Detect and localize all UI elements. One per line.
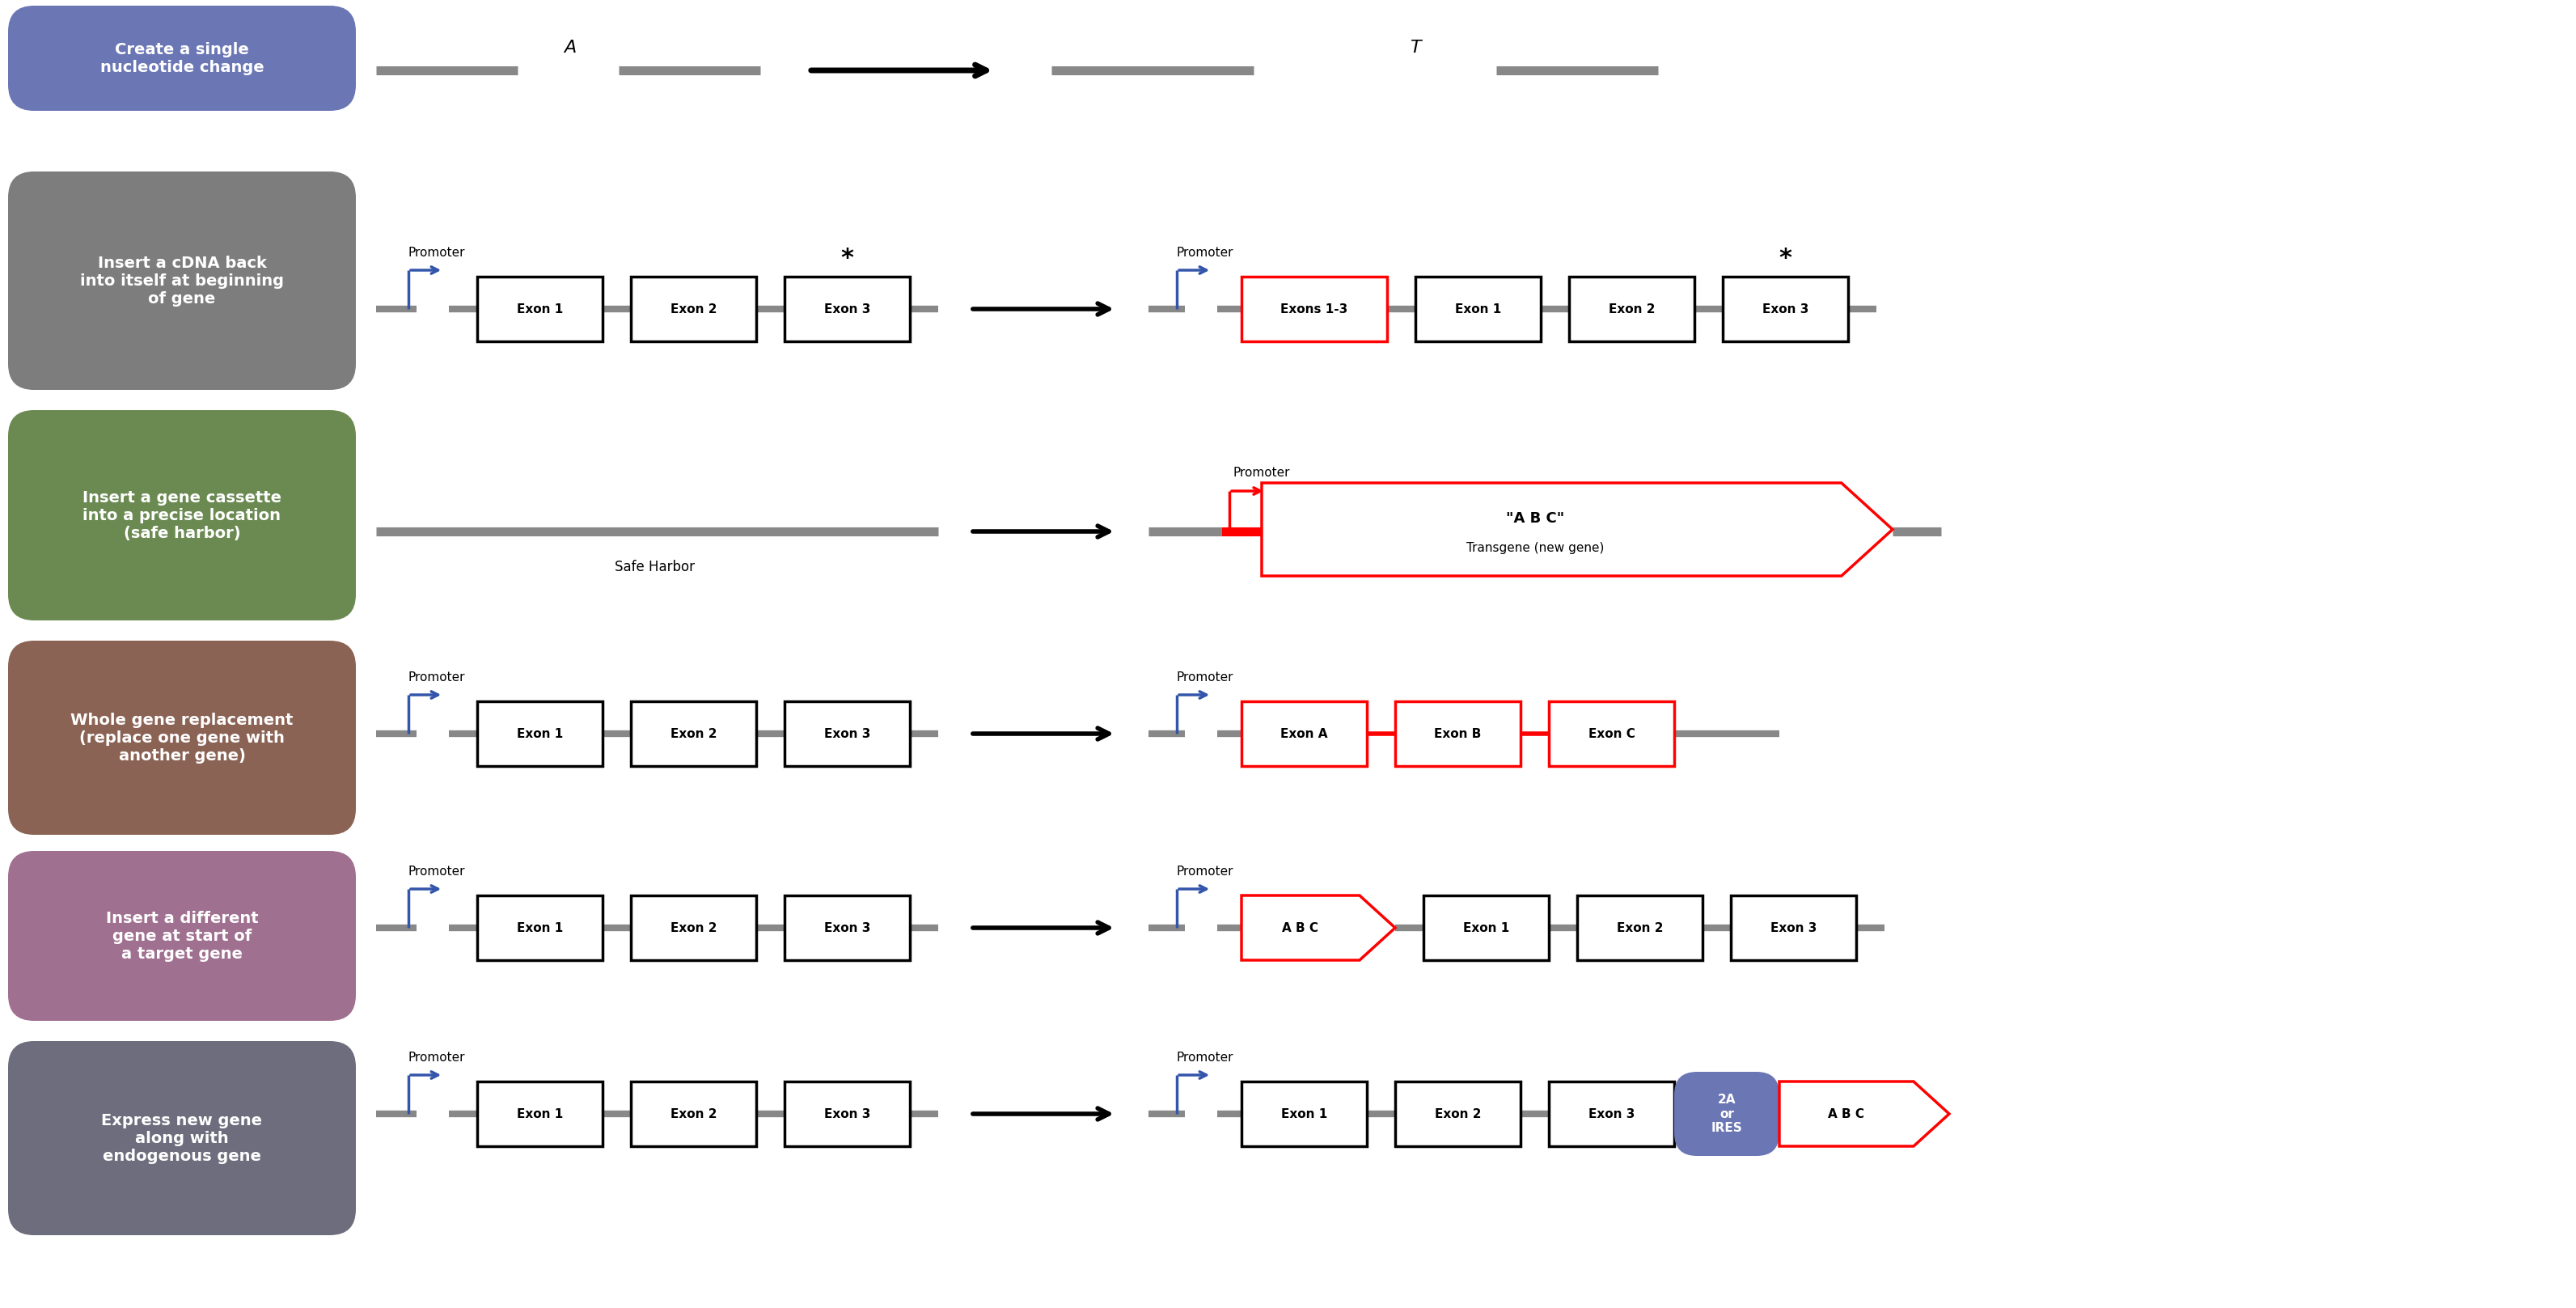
FancyBboxPatch shape: [8, 852, 355, 1020]
Bar: [631, 1082, 757, 1146]
Text: Transgene (new gene): Transgene (new gene): [1466, 542, 1605, 555]
Text: Exon 1: Exon 1: [518, 1108, 564, 1120]
Bar: [1548, 701, 1674, 766]
Text: Express new gene
along with
endogenous gene: Express new gene along with endogenous g…: [100, 1113, 263, 1164]
Bar: [1396, 701, 1520, 766]
Text: Exon 2: Exon 2: [1607, 303, 1654, 315]
Text: Insert a gene cassette
into a precise location
(safe harbor): Insert a gene cassette into a precise lo…: [82, 489, 281, 540]
Text: A B C: A B C: [1283, 922, 1319, 934]
Bar: [786, 277, 909, 341]
Text: Exon B: Exon B: [1435, 727, 1481, 740]
Text: Promoter: Promoter: [410, 671, 466, 684]
Bar: [1569, 277, 1695, 341]
Text: A B C: A B C: [1829, 1108, 1865, 1120]
Bar: [477, 896, 603, 960]
Bar: [1414, 277, 1540, 341]
FancyBboxPatch shape: [8, 171, 355, 390]
Bar: [1396, 1082, 1520, 1146]
Text: Whole gene replacement
(replace one gene with
another gene): Whole gene replacement (replace one gene…: [70, 713, 294, 763]
Polygon shape: [1262, 483, 1893, 576]
Bar: [1242, 701, 1368, 766]
Text: Exon 2: Exon 2: [670, 1108, 716, 1120]
Bar: [631, 896, 757, 960]
Text: Promoter: Promoter: [1177, 1052, 1234, 1063]
Bar: [1242, 1082, 1368, 1146]
Text: "A B C": "A B C": [1507, 511, 1564, 526]
Text: Exon 2: Exon 2: [670, 922, 716, 934]
Text: Promoter: Promoter: [410, 1052, 466, 1063]
Text: T: T: [1409, 39, 1422, 56]
Text: Create a single
nucleotide change: Create a single nucleotide change: [100, 42, 263, 75]
Text: Promoter: Promoter: [1177, 866, 1234, 878]
Text: Exon 1: Exon 1: [1463, 922, 1510, 934]
Bar: [1577, 896, 1703, 960]
Text: Exon 1: Exon 1: [1280, 1108, 1327, 1120]
Text: 2A
or
IRES: 2A or IRES: [1710, 1093, 1741, 1134]
Text: Exon 2: Exon 2: [670, 727, 716, 740]
Bar: [1723, 277, 1847, 341]
FancyBboxPatch shape: [8, 1041, 355, 1235]
Bar: [1548, 1082, 1674, 1146]
Text: Promoter: Promoter: [1177, 247, 1234, 259]
Text: Insert a cDNA back
into itself at beginning
of gene: Insert a cDNA back into itself at beginn…: [80, 255, 283, 306]
Text: Exon 1: Exon 1: [518, 727, 564, 740]
Text: A: A: [564, 39, 577, 56]
Text: Exon 1: Exon 1: [518, 922, 564, 934]
Bar: [477, 701, 603, 766]
Text: Exons 1-3: Exons 1-3: [1280, 303, 1347, 315]
Bar: [786, 1082, 909, 1146]
FancyBboxPatch shape: [8, 641, 355, 835]
FancyBboxPatch shape: [8, 5, 355, 111]
Bar: [1425, 896, 1548, 960]
Bar: [631, 277, 757, 341]
Text: Exon 3: Exon 3: [824, 1108, 871, 1120]
Bar: [631, 701, 757, 766]
Text: Exon 3: Exon 3: [1762, 303, 1808, 315]
Text: Promoter: Promoter: [1177, 671, 1234, 684]
Bar: [786, 701, 909, 766]
Text: *: *: [840, 247, 853, 271]
Text: Exon A: Exon A: [1280, 727, 1327, 740]
Bar: [477, 1082, 603, 1146]
Bar: [786, 896, 909, 960]
Text: Exon 3: Exon 3: [1589, 1108, 1636, 1120]
Text: Promoter: Promoter: [1234, 467, 1291, 479]
Bar: [1731, 896, 1857, 960]
Text: Exon 3: Exon 3: [1770, 922, 1816, 934]
Text: Exon 1: Exon 1: [1455, 303, 1502, 315]
Text: *: *: [1780, 247, 1793, 271]
Bar: [1242, 277, 1386, 341]
Text: Exon 2: Exon 2: [1435, 1108, 1481, 1120]
Polygon shape: [1242, 896, 1396, 960]
Text: Exon 2: Exon 2: [1618, 922, 1664, 934]
Text: Exon 3: Exon 3: [824, 922, 871, 934]
Text: Exon 1: Exon 1: [518, 303, 564, 315]
FancyBboxPatch shape: [1674, 1071, 1780, 1156]
Polygon shape: [1780, 1082, 1950, 1146]
Text: Promoter: Promoter: [410, 866, 466, 878]
FancyBboxPatch shape: [8, 411, 355, 620]
Text: Exon 3: Exon 3: [824, 303, 871, 315]
Text: Safe Harbor: Safe Harbor: [616, 560, 696, 574]
Text: Exon C: Exon C: [1589, 727, 1636, 740]
Text: Exon 2: Exon 2: [670, 303, 716, 315]
Text: Exon 3: Exon 3: [824, 727, 871, 740]
Text: Insert a different
gene at start of
a target gene: Insert a different gene at start of a ta…: [106, 910, 258, 961]
Bar: [477, 277, 603, 341]
Text: Promoter: Promoter: [410, 247, 466, 259]
